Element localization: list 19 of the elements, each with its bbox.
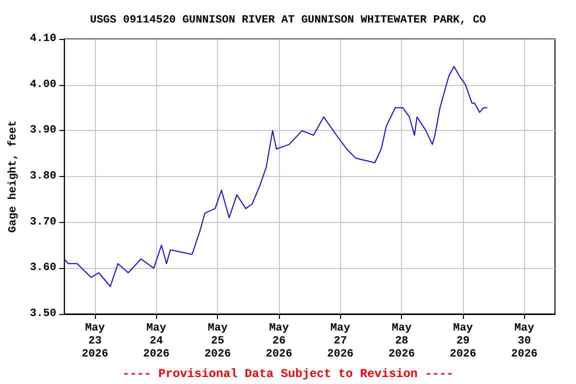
y-tick-label: 3.90 [30, 124, 56, 137]
chart-title: USGS 09114520 GUNNISON RIVER AT GUNNISON WHITEWATER PARK, CO [90, 14, 486, 26]
y-tick-label: 4.10 [30, 33, 56, 45]
x-tick-label: May 27 2026 [327, 322, 354, 360]
x-tick-label: May 23 2026 [82, 322, 108, 360]
x-tick-label: May 25 2026 [204, 322, 231, 360]
y-tick-label: 4.00 [30, 78, 56, 91]
x-tick-label: May 26 2026 [266, 322, 292, 360]
x-tick-label: May 30 2026 [511, 322, 538, 360]
x-tick-label: May 24 2026 [143, 322, 170, 360]
y-tick-label: 3.60 [30, 262, 56, 274]
y-axis-title: Gage height, feet [6, 120, 20, 233]
y-tick-label: 3.70 [30, 216, 56, 228]
text: ---- Provisional Data Subject to Revision ---- [122, 367, 454, 381]
line-series [64, 66, 488, 287]
x-tick-label: May 29 2026 [450, 322, 476, 360]
x-tick-label: May 28 2026 [388, 322, 415, 360]
y-tick-label: 3.80 [30, 170, 56, 182]
y-tick-label: 3.50 [30, 308, 56, 320]
